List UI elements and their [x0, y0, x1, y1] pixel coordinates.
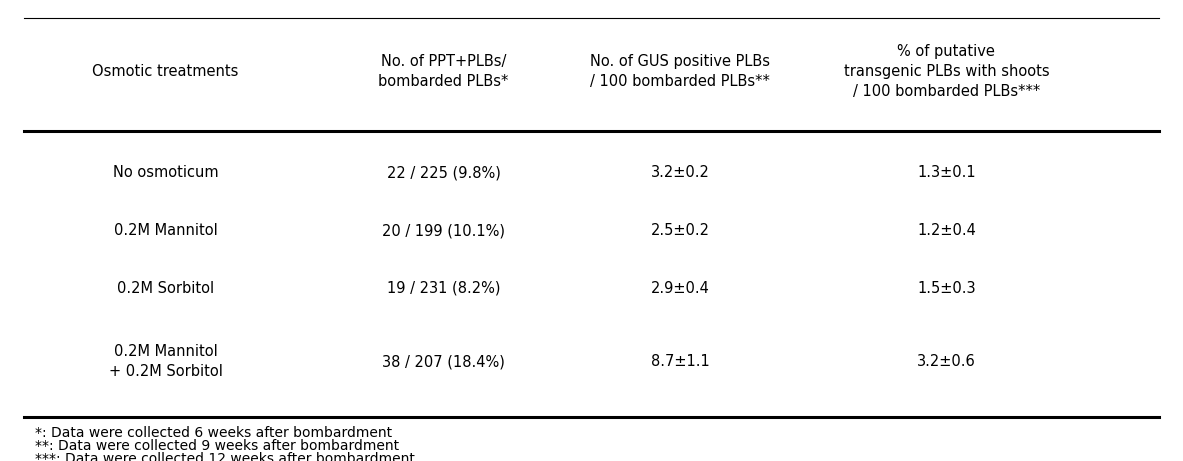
Text: 22 / 225 (9.8%): 22 / 225 (9.8%)	[387, 165, 500, 180]
Text: Osmotic treatments: Osmotic treatments	[92, 64, 239, 79]
Text: 1.3±0.1: 1.3±0.1	[917, 165, 976, 180]
Text: **: Data were collected 9 weeks after bombardment: **: Data were collected 9 weeks after bo…	[35, 439, 400, 453]
Text: 8.7±1.1: 8.7±1.1	[651, 355, 710, 369]
Text: 2.9±0.4: 2.9±0.4	[651, 281, 710, 296]
Text: 19 / 231 (8.2%): 19 / 231 (8.2%)	[387, 281, 500, 296]
Text: 3.2±0.6: 3.2±0.6	[917, 355, 976, 369]
Text: 1.2±0.4: 1.2±0.4	[917, 223, 976, 238]
Text: 0.2M Mannitol
+ 0.2M Sorbitol: 0.2M Mannitol + 0.2M Sorbitol	[109, 344, 222, 379]
Text: No. of GUS positive PLBs
/ 100 bombarded PLBs**: No. of GUS positive PLBs / 100 bombarded…	[590, 54, 770, 89]
Text: ***: Data were collected 12 weeks after bombardment: ***: Data were collected 12 weeks after …	[35, 452, 415, 461]
Text: % of putative
transgenic PLBs with shoots
/ 100 bombarded PLBs***: % of putative transgenic PLBs with shoot…	[843, 44, 1049, 99]
Text: 0.2M Mannitol: 0.2M Mannitol	[114, 223, 218, 238]
Text: 0.2M Sorbitol: 0.2M Sorbitol	[117, 281, 214, 296]
Text: *: Data were collected 6 weeks after bombardment: *: Data were collected 6 weeks after bom…	[35, 426, 393, 440]
Text: 3.2±0.2: 3.2±0.2	[651, 165, 710, 180]
Text: 1.5±0.3: 1.5±0.3	[917, 281, 976, 296]
Text: 2.5±0.2: 2.5±0.2	[651, 223, 710, 238]
Text: No osmoticum: No osmoticum	[112, 165, 219, 180]
Text: 20 / 199 (10.1%): 20 / 199 (10.1%)	[382, 223, 505, 238]
Text: No. of PPT+PLBs/
bombarded PLBs*: No. of PPT+PLBs/ bombarded PLBs*	[379, 54, 509, 89]
Text: 38 / 207 (18.4%): 38 / 207 (18.4%)	[382, 355, 505, 369]
